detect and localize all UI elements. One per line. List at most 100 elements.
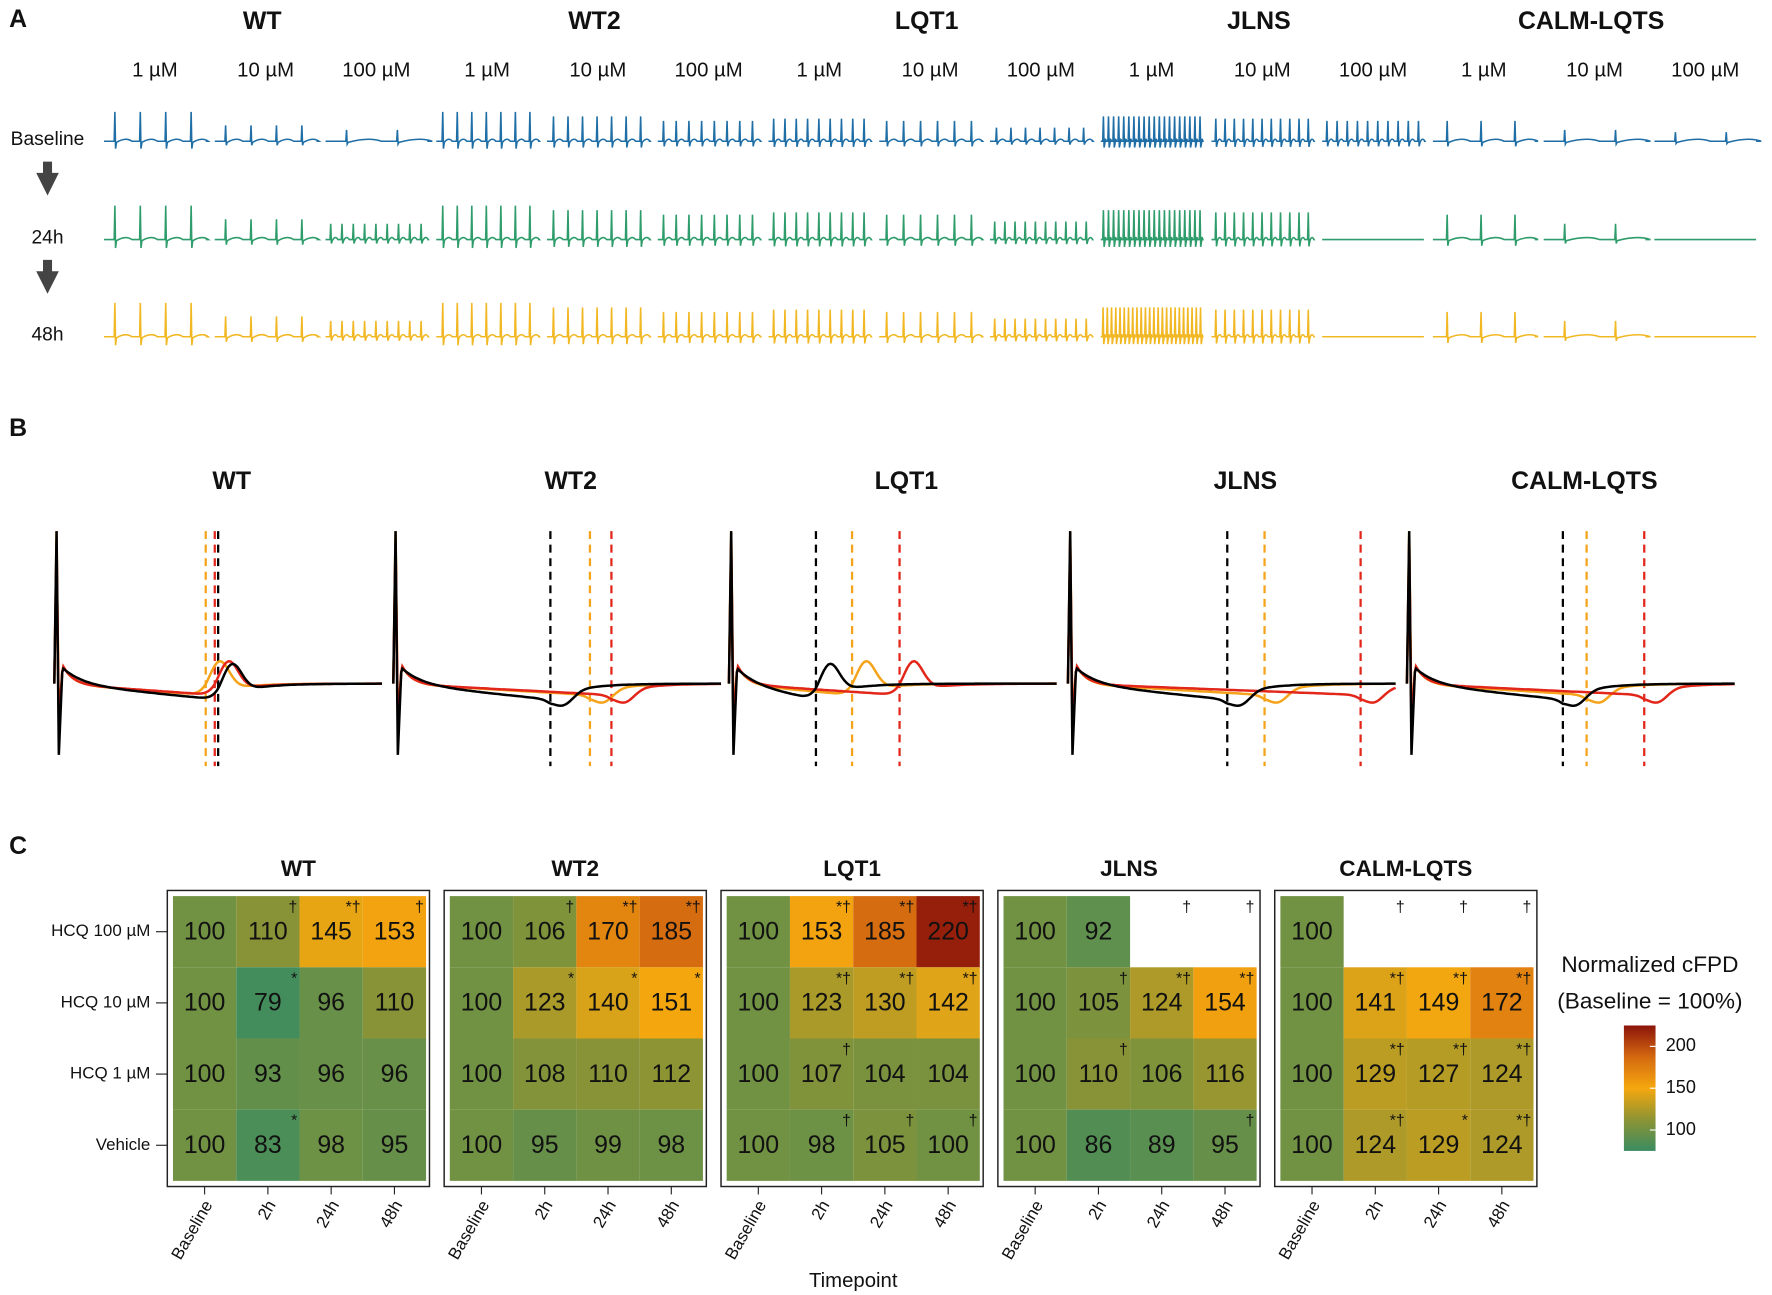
cell-value: 100 [738, 989, 779, 1017]
significance-mark: *† [1516, 1113, 1531, 1130]
timepoint-label: Baseline [11, 129, 85, 150]
heatmap-cell [639, 1038, 703, 1110]
heatmap-cell [1280, 1038, 1344, 1110]
heatmap-cell [916, 1109, 980, 1181]
concentration-label: 10 µM [1234, 60, 1291, 82]
heatmap-cell [362, 967, 427, 1039]
field-potential-trace [1066, 542, 1397, 724]
cell-value: 129 [1355, 1060, 1396, 1088]
heatmap-cell [1066, 896, 1131, 968]
cell-value: 185 [651, 917, 692, 945]
heatmap-cell [576, 1109, 640, 1181]
significance-mark: † [1119, 970, 1128, 987]
cell-value: 100 [1014, 989, 1055, 1017]
heatmap-cell [1066, 967, 1131, 1039]
group-title: WT [212, 467, 251, 495]
heatmap-cell [1280, 1109, 1344, 1181]
heatmap-cell [639, 1109, 703, 1181]
group-title: CALM-LQTS [1511, 467, 1657, 495]
cell-value: 79 [254, 989, 282, 1017]
cell-value: 124 [1141, 989, 1183, 1017]
heatmap-cell [1343, 967, 1407, 1039]
heatmap-cell [1130, 967, 1194, 1039]
cell-value: 100 [461, 917, 502, 945]
cell-value: 220 [927, 917, 968, 945]
heatmap-cell [726, 896, 790, 968]
x-tick-label: Baseline [444, 1197, 493, 1263]
concentration-label: 100 µM [342, 60, 410, 82]
heatmap-cell [789, 1038, 854, 1110]
concentration-label: 10 µM [569, 60, 626, 82]
heatmap-cell [236, 967, 300, 1039]
significance-mark: * [1462, 1113, 1468, 1130]
heatmap-cell [639, 967, 703, 1039]
heatmap-cell [1003, 1109, 1067, 1181]
facet-title: LQT1 [823, 856, 881, 881]
trace [104, 205, 211, 249]
heatmap-cell [1470, 967, 1534, 1039]
heatmap-cell [1003, 967, 1067, 1039]
heatmap-cell [172, 967, 237, 1039]
cell-value: 104 [927, 1060, 969, 1088]
cell-value: 106 [1141, 1060, 1182, 1088]
facet-frame [1273, 889, 1538, 1188]
trace [1100, 116, 1204, 148]
colorbar-tick-label: 100 [1666, 1119, 1696, 1139]
heatmap-cell [726, 1038, 790, 1110]
significance-mark: † [288, 899, 297, 916]
cell-value: 99 [594, 1131, 622, 1159]
heatmap-cell [513, 1038, 577, 1110]
heatmap-cell [1066, 1038, 1131, 1110]
significance-mark: *† [686, 899, 701, 916]
trace [657, 214, 763, 246]
x-tick-label: 2h [1361, 1197, 1387, 1223]
significance-mark: *† [899, 899, 914, 916]
trace [1543, 320, 1651, 341]
cell-value: 107 [801, 1060, 842, 1088]
cell-value: 98 [317, 1131, 345, 1159]
x-tick-label: 2h [254, 1197, 280, 1223]
significance-mark: *† [1390, 970, 1405, 987]
field-potential-trace [1405, 531, 1735, 755]
field-potential-trace [53, 531, 383, 755]
cell-value: 124 [1481, 1131, 1523, 1159]
group-title: CALM-LQTS [1518, 7, 1664, 35]
heatmap-cell [1280, 896, 1344, 968]
heatmap-cell [299, 896, 363, 968]
x-tick-label: 24h [312, 1197, 343, 1231]
cell-value: 105 [1078, 989, 1119, 1017]
panel-label: C [9, 832, 27, 860]
trace [546, 210, 652, 248]
trace [104, 302, 211, 346]
heatmap-cell [449, 967, 514, 1039]
cell-value: 100 [927, 1131, 968, 1159]
facet-title: WT [281, 856, 316, 881]
heatmap-cell [1130, 1109, 1194, 1181]
heatmap-cell [362, 1109, 427, 1181]
cell-value: 145 [310, 917, 351, 945]
trace [1432, 311, 1539, 344]
cell-value: 100 [1291, 917, 1332, 945]
trace [1100, 307, 1204, 345]
field-potential-trace [727, 542, 1057, 724]
trace [1100, 210, 1204, 248]
heatmap-cell [916, 896, 980, 968]
significance-mark: * [631, 970, 637, 987]
heatmap-cell [513, 896, 577, 968]
trace [325, 223, 430, 244]
trace [214, 316, 322, 343]
trace [436, 111, 542, 149]
significance-mark: † [415, 899, 424, 916]
field-potential-trace [727, 531, 1057, 724]
cell-value: 100 [1014, 1131, 1055, 1159]
trace [214, 125, 322, 146]
heatmap-cell [362, 1038, 427, 1110]
significance-mark: *† [622, 899, 637, 916]
cell-value: 185 [864, 917, 905, 945]
x-tick-label: 24h [866, 1197, 897, 1231]
trace [989, 127, 1095, 145]
x-tick-label: 2h [808, 1197, 834, 1223]
cell-value: 104 [864, 1060, 906, 1088]
significance-mark: * [291, 1113, 297, 1130]
trace [879, 120, 985, 147]
